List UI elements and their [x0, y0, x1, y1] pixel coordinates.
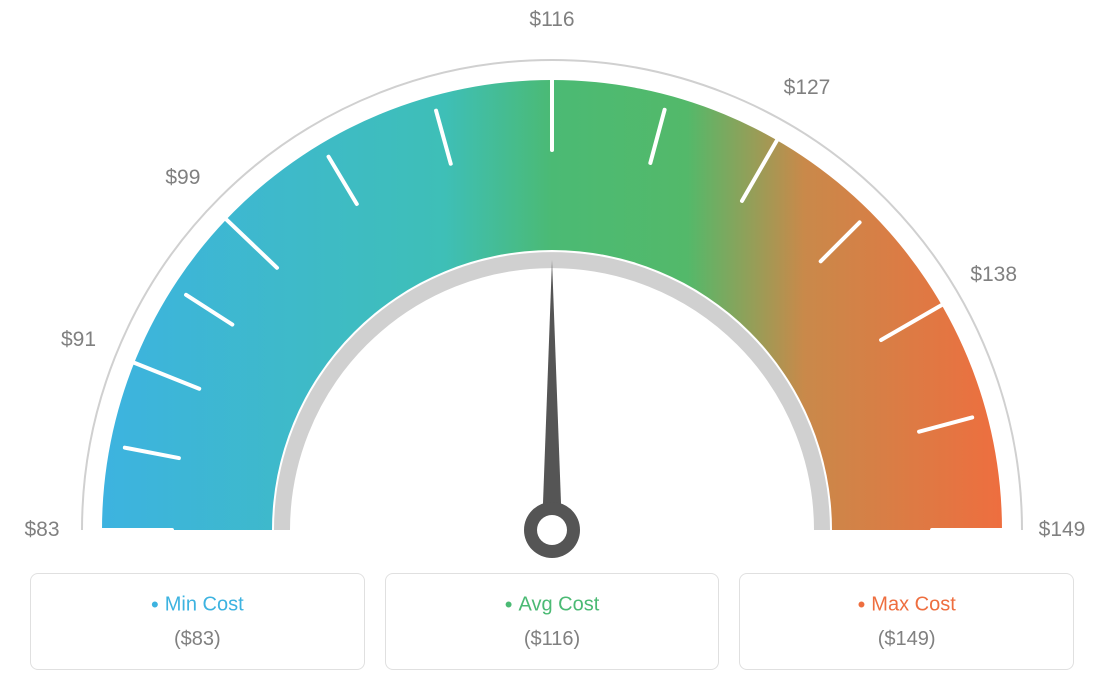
- legend-value: ($116): [386, 628, 719, 651]
- gauge-tick-label: $99: [165, 166, 200, 190]
- legend-dot-icon: •: [858, 592, 866, 617]
- gauge-tick-label: $83: [24, 518, 59, 542]
- gauge-svg: [0, 0, 1104, 570]
- legend-label: •Max Cost: [740, 592, 1073, 618]
- legend-row: •Min Cost($83)•Avg Cost($116)•Max Cost($…: [0, 573, 1104, 670]
- chart-container: $83 $91 $99 $116 $127 $138 $149 • Min Cost ($83)…: [0, 0, 1104, 690]
- gauge-tick-label: $149: [1039, 518, 1086, 542]
- gauge-tick-label: $127: [784, 76, 831, 100]
- legend-dot-icon: •: [505, 592, 513, 617]
- legend-card: • Min Cost ($83): [30, 573, 365, 670]
- legend-label: •Avg Cost: [386, 592, 719, 618]
- legend-label-text: Min Cost: [165, 593, 244, 615]
- gauge-tick-label: $138: [970, 263, 1017, 287]
- legend-label-text: Max Cost: [871, 593, 955, 615]
- gauge-area: $83 $91 $99 $116 $127 $138 $149: [0, 0, 1104, 570]
- legend-card: •Max Cost ($149): [739, 573, 1074, 670]
- legend-dot-icon: •: [151, 592, 159, 617]
- legend-value: ($149): [740, 628, 1073, 651]
- legend-card: •Avg Cost ($116): [385, 573, 720, 670]
- legend-value: ($83): [31, 628, 364, 651]
- gauge-tick-label: $91: [61, 328, 96, 352]
- legend-label-text: Avg Cost: [518, 593, 599, 615]
- legend-label: • Min Cost: [31, 592, 364, 618]
- gauge-tick-label: $116: [529, 8, 574, 32]
